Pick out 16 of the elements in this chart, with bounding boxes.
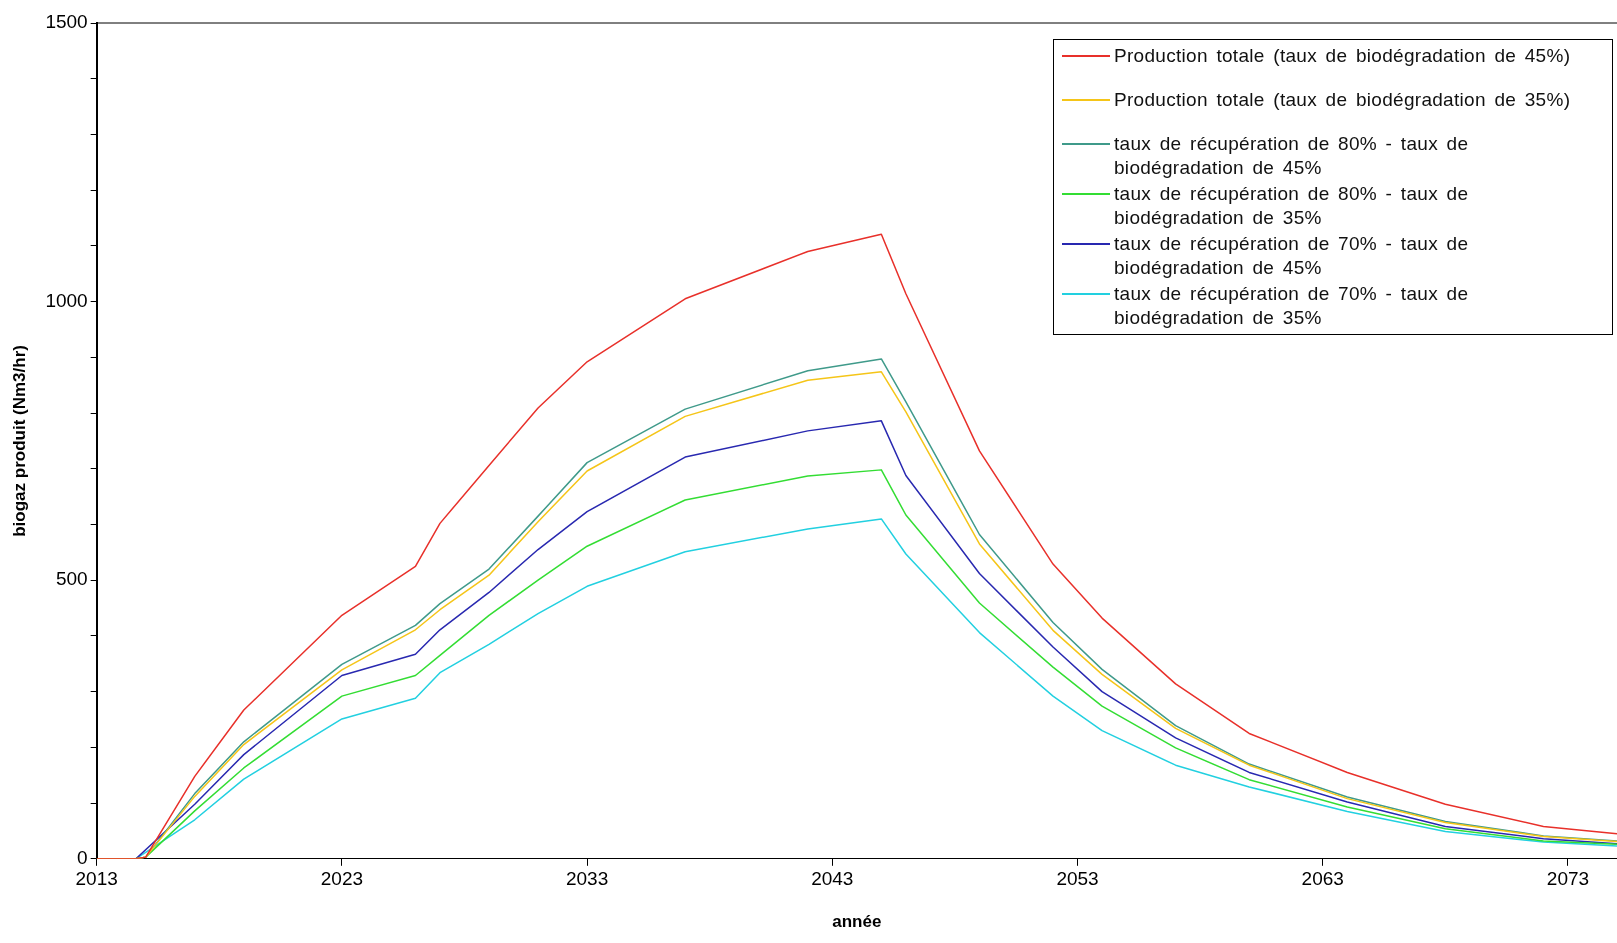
x-tick-label: 2073 — [1546, 868, 1590, 890]
x-tick-label: 2013 — [75, 868, 118, 890]
x-tick-label: 2053 — [1056, 868, 1099, 890]
x-tick-label: 2043 — [811, 868, 854, 890]
legend-label: Production totale (taux de biodégradation de 45%) — [1114, 44, 1571, 68]
legend-label: Production totale (taux de biodégradation de 35%) — [1114, 88, 1571, 112]
y-tick-label: 0 — [77, 847, 88, 869]
x-tick-label: 2023 — [320, 868, 364, 890]
x-tick-label: 2063 — [1301, 868, 1344, 890]
y-axis-title: biogaz produit (Nm3/hr) — [9, 345, 29, 537]
legend-label: taux de récupération de 70% - taux de biodégradation de 35% — [1114, 282, 1470, 330]
x-tick-label: 2033 — [565, 868, 609, 890]
y-tick-label: 1000 — [45, 289, 88, 311]
y-tick-label: 500 — [55, 568, 88, 590]
x-axis-title: année — [832, 912, 882, 932]
y-tick-label: 1500 — [45, 11, 88, 33]
